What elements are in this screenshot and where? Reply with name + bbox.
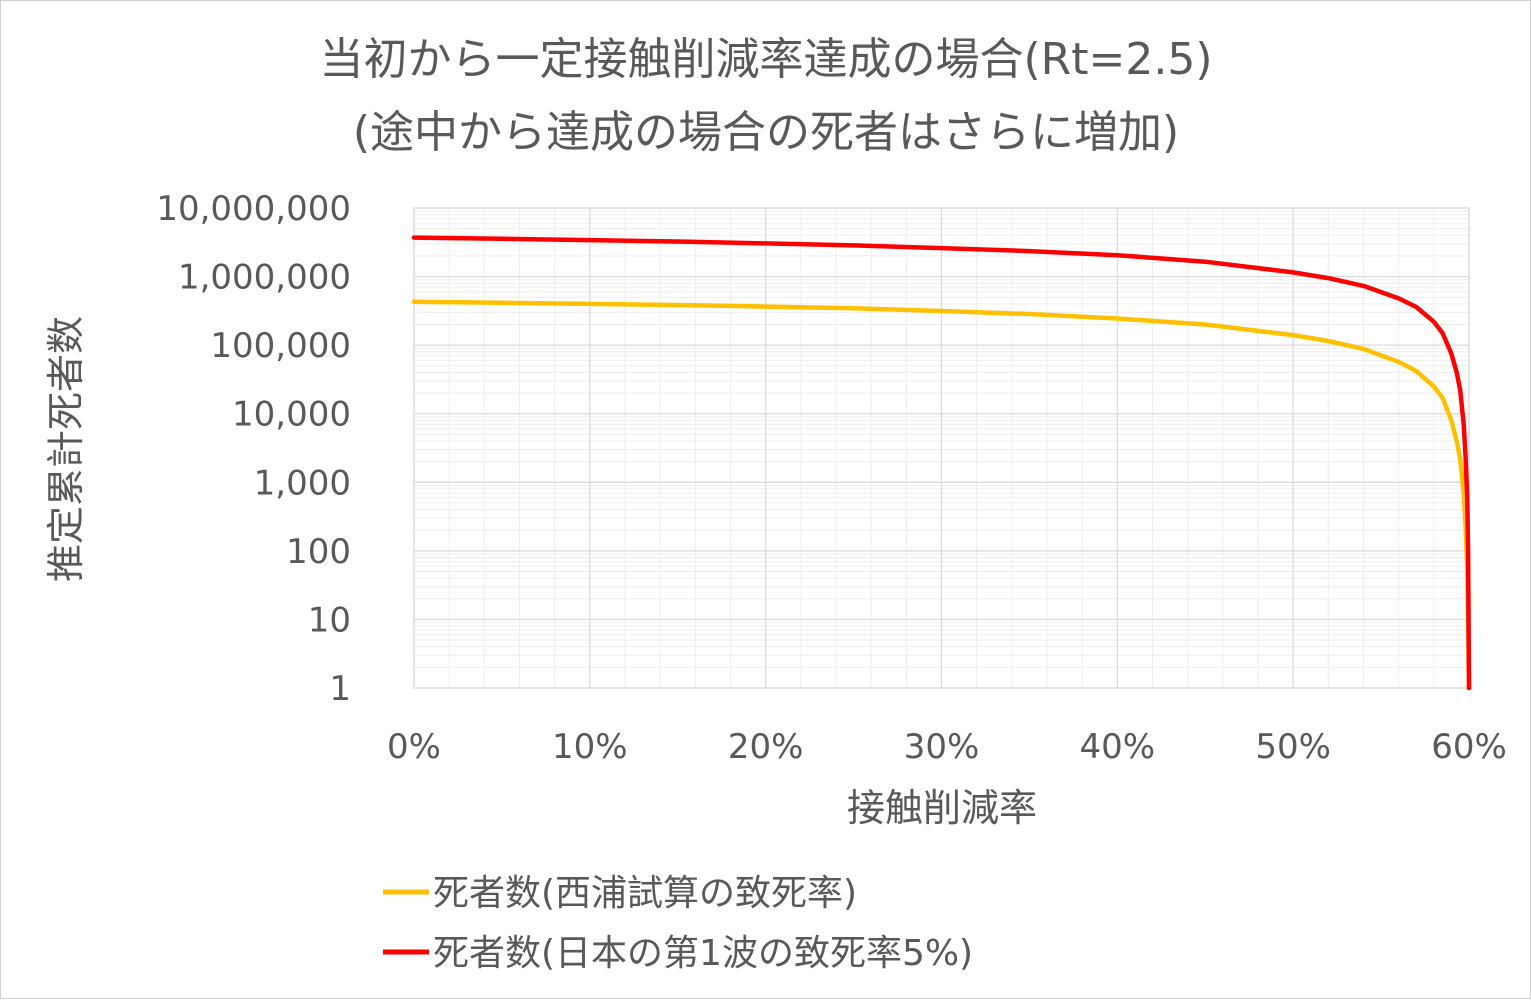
legend-label-2: 死者数(日本の第1波の致死率5%) <box>433 933 973 974</box>
chart-subtitle: (途中から達成の場合の死者はさらに増加) <box>353 107 1179 158</box>
x-tick-label: 0% <box>387 727 441 767</box>
series-lines <box>411 235 1472 691</box>
x-tick-label: 30% <box>904 727 980 767</box>
chart-title: 当初から一定接触削減率達成の場合(Rt=2.5) <box>320 34 1213 85</box>
y-tick-label: 1 <box>329 669 351 709</box>
y-tick-label: 100 <box>286 532 351 572</box>
plot-area-border <box>413 207 1470 689</box>
y-tick-label: 1,000,000 <box>178 258 351 298</box>
x-tick-label: 60% <box>1431 727 1507 767</box>
y-tick-label: 100,000 <box>210 326 351 366</box>
y-tick-label: 10,000,000 <box>156 189 351 229</box>
y-tick-label: 1,000 <box>254 463 351 503</box>
x-tick-label: 20% <box>728 727 804 767</box>
x-axis-ticks: 0% 10% 20% 30% 40% 50% 60% <box>387 727 1507 767</box>
legend-label-1: 死者数(西浦試算の致死率) <box>433 873 857 914</box>
legend: 死者数(西浦試算の致死率) 死者数(日本の第1波の致死率5%) <box>383 873 973 974</box>
y-tick-label: 10,000 <box>232 395 351 435</box>
series-line-2 <box>411 235 1472 691</box>
x-tick-label: 50% <box>1255 727 1331 767</box>
x-axis-title: 接触削減率 <box>847 786 1037 830</box>
y-axis-title: 推定累計死者数 <box>44 316 88 582</box>
x-tick-label: 40% <box>1080 727 1156 767</box>
gridlines <box>413 207 1470 689</box>
x-tick-label: 10% <box>552 727 628 767</box>
y-tick-label: 10 <box>308 600 351 640</box>
y-axis-ticks: 10,000,000 1,000,000 100,000 10,000 1,000 100… <box>156 189 351 709</box>
series-line-1 <box>411 299 1472 691</box>
